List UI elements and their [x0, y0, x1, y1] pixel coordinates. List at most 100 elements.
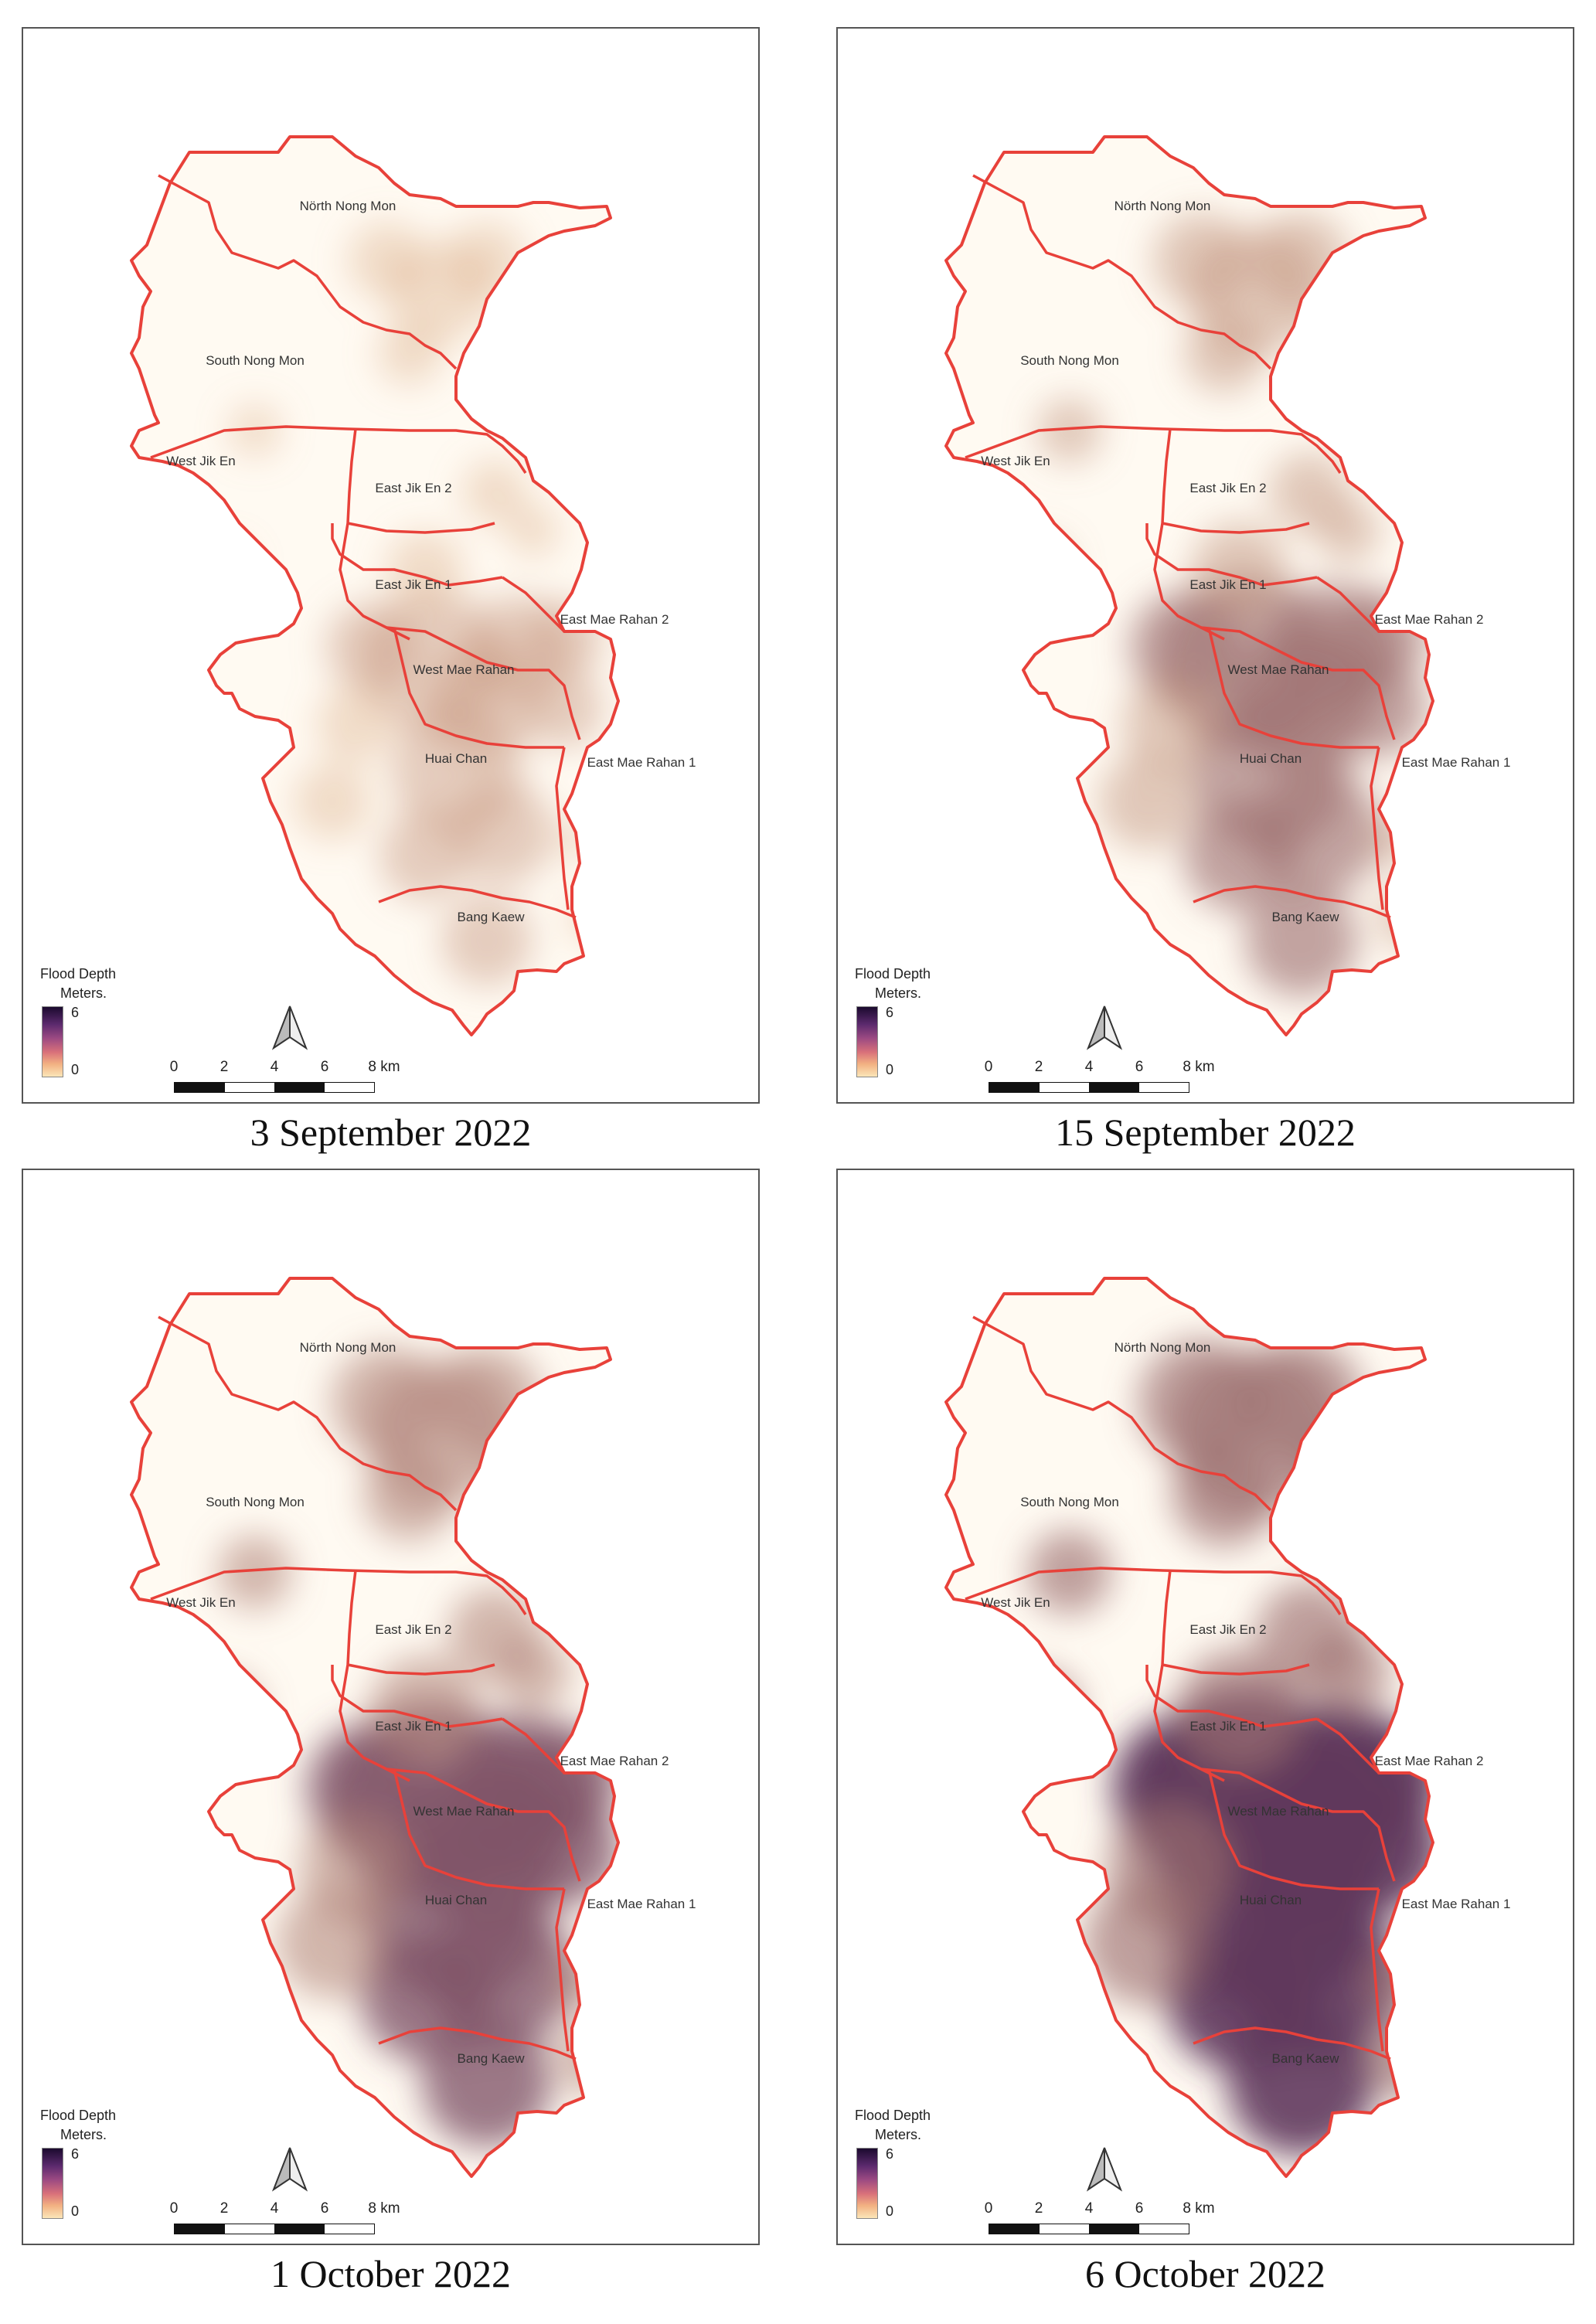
region-label-bang-kaew: Bang Kaew — [1271, 2051, 1339, 2066]
scale-bar — [174, 1082, 375, 1093]
flood-depth-patch — [499, 311, 552, 364]
flood-depth-patch — [1172, 1442, 1277, 1547]
region-label-west-jik-en: West Jik En — [166, 454, 236, 468]
scale-bar-segment — [1138, 2224, 1189, 2234]
scale-tick-label: 2 — [219, 2200, 229, 2217]
scale-bar-segment — [175, 1083, 225, 1092]
subdistrict-boundary — [346, 1570, 357, 1666]
scale-tick-label: 8 km — [368, 1059, 400, 1075]
flood-depth-map — [130, 1277, 620, 2178]
flood-depth-patch — [1121, 675, 1219, 773]
flood-depth-map — [130, 135, 620, 1036]
scale-bar-segment — [1089, 1083, 1139, 1092]
legend-max: 6 — [886, 2146, 894, 2162]
flood-depth-patch — [996, 1669, 1081, 1754]
region-label-east-mae-rahan-2: East Mae Rahan 2 — [560, 1754, 669, 1768]
flood-depth-patch — [1305, 1630, 1390, 1715]
subdistrict-boundary — [378, 885, 577, 919]
region-label-east-jik-en-2: East Jik En 2 — [375, 481, 452, 495]
flood-depth-patch — [1138, 1339, 1264, 1465]
north-arrow-icon — [1086, 1005, 1123, 1050]
flood-depth-patch — [496, 1635, 570, 1710]
scale-tick-label: 8 km — [1183, 1059, 1215, 1075]
region-label-east-jik-en-2: East Jik En 2 — [1189, 1622, 1267, 1637]
flood-depth-patch — [1098, 753, 1196, 850]
flood-depth-patch — [1330, 660, 1428, 757]
scale-tick-label: 0 — [169, 2200, 179, 2217]
subdistrict-boundary — [339, 522, 410, 641]
district-boundary — [944, 1277, 1434, 2178]
legend-unit: Meters. — [60, 985, 107, 1001]
flood-depth-patch — [198, 543, 250, 596]
scale-tick-label: 6 — [1135, 2200, 1144, 2217]
flood-depth-patch — [507, 505, 560, 557]
subdistrict-boundary — [1161, 428, 1172, 524]
subdistrict-boundary — [1207, 627, 1379, 749]
flood-depth-patch — [1037, 398, 1102, 463]
subdistrict-boundary — [1153, 522, 1225, 641]
legend-max: 6 — [71, 1005, 80, 1020]
flood-depth-patch — [1227, 2008, 1376, 2156]
subdistrict-boundary — [555, 747, 570, 910]
district-boundary — [130, 135, 620, 1036]
scale-tick-label: 8 km — [368, 2200, 400, 2217]
flood-depth-patch — [1152, 212, 1250, 309]
legend-unit: Meters. — [875, 985, 922, 1001]
flood-depth-patch — [509, 1795, 618, 1906]
scale-bar-segment — [224, 2224, 274, 2234]
region-label-bang-kaew: Bang Kaew — [1271, 910, 1339, 924]
region-label-west-jik-en: West Jik En — [981, 454, 1050, 468]
subdistrict-boundary — [1193, 2026, 1391, 2060]
scale-bar-segment — [175, 2224, 225, 2234]
region-label-east-jik-en-2: East Jik En 2 — [375, 1622, 452, 1637]
scale-bar — [989, 1082, 1189, 1093]
flood-depth-patch — [277, 1887, 388, 1999]
panel-date-caption: 15 September 2022 — [1055, 1111, 1356, 1154]
region-label-north-nong-mon: Nörth Nong Mon — [299, 199, 396, 213]
region-label-west-mae-rahan: West Mae Rahan — [413, 1804, 515, 1819]
region-label-east-mae-rahan-1: East Mae Rahan 1 — [1401, 755, 1511, 770]
region-label-north-nong-mon: Nörth Nong Mon — [1114, 1340, 1211, 1355]
region-label-east-mae-rahan-1: East Mae Rahan 1 — [587, 1897, 696, 1911]
flood-depth-patch — [1308, 305, 1373, 370]
scale-bar-segment — [1089, 2224, 1139, 2234]
flood-depth-patch — [1298, 1437, 1383, 1522]
flood-depth-patch — [187, 1674, 261, 1748]
flood-depth-patch — [1253, 212, 1350, 309]
scale-bar — [989, 2224, 1189, 2234]
flood-depth-patch — [1183, 799, 1296, 912]
flood-depth-map — [944, 135, 1434, 1036]
subdistrict-boundary — [965, 1567, 1342, 1615]
scale-tick-label: 0 — [169, 1059, 179, 1075]
subdistrict-boundary — [1193, 885, 1391, 919]
region-label-bang-kaew: Bang Kaew — [457, 910, 525, 924]
flood-depth-patch — [462, 460, 527, 525]
legend-title: Flood Depth — [40, 966, 117, 982]
flood-depth-patch — [1006, 537, 1071, 602]
region-label-south-nong-mon: South Nong Mon — [1020, 353, 1119, 368]
subdistrict-boundary — [1145, 523, 1318, 587]
flood-depth-patch — [377, 321, 442, 386]
scale-bar-segment — [274, 2224, 325, 2234]
scale-tick-label: 6 — [320, 2200, 329, 2217]
scale-bar-segment — [1039, 2224, 1089, 2234]
subdistrict-boundary — [1153, 1664, 1225, 1782]
subdistrict-boundary — [1161, 1570, 1172, 1666]
subdistrict-boundary — [1370, 747, 1384, 910]
flood-depth-patch — [293, 762, 372, 841]
region-label-huai-chan: Huai Chan — [424, 1893, 488, 1907]
legend-min: 0 — [71, 1062, 80, 1077]
region-label-bang-kaew: Bang Kaew — [457, 2051, 525, 2066]
scale-tick-label: 4 — [1084, 2200, 1094, 2217]
scale-bar-segment — [1138, 1083, 1189, 1092]
scale-tick-label: 2 — [1034, 1059, 1043, 1075]
scale-bar-segment — [224, 1083, 274, 1092]
region-label-west-mae-rahan: West Mae Rahan — [1227, 1804, 1329, 1819]
legend-min: 0 — [886, 1062, 894, 1077]
north-arrow-icon — [271, 2147, 308, 2192]
flood-depth-patch — [331, 1346, 442, 1458]
map-panel: Nörth Nong Mon South Nong Mon West Jik En E… — [22, 27, 760, 1104]
region-label-east-jik-en-1: East Jik En 1 — [1189, 1719, 1267, 1734]
subdistrict-boundary — [331, 1665, 503, 1728]
flood-raster — [946, 1278, 1433, 2176]
